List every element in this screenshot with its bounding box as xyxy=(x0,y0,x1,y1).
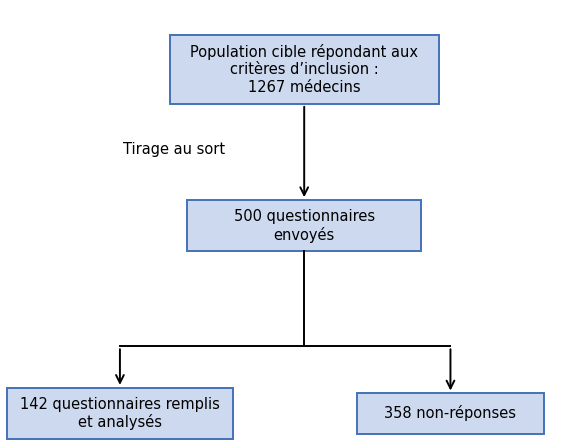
FancyBboxPatch shape xyxy=(7,388,232,439)
Text: 142 questionnaires remplis
et analysés: 142 questionnaires remplis et analysés xyxy=(20,396,220,430)
Text: Tirage au sort: Tirage au sort xyxy=(123,142,225,157)
FancyBboxPatch shape xyxy=(170,35,439,104)
Text: Population cible répondant aux
critères d’inclusion :
1267 médecins: Population cible répondant aux critères … xyxy=(190,44,418,95)
FancyBboxPatch shape xyxy=(187,200,421,251)
Text: 500 questionnaires
envoyés: 500 questionnaires envoyés xyxy=(233,209,375,243)
FancyBboxPatch shape xyxy=(357,393,544,434)
Text: 358 non-réponses: 358 non-réponses xyxy=(384,405,517,422)
